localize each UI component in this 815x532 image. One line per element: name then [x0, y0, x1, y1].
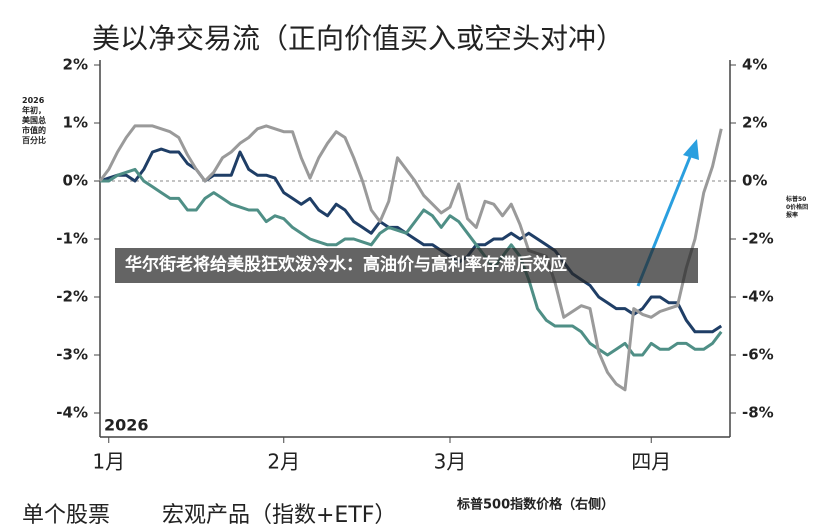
- y2-tick-label: -4%: [742, 288, 774, 306]
- legend-entry: 单个股票: [22, 503, 110, 528]
- x-tick-label: 四月: [631, 450, 671, 474]
- x-tick-label: 3月: [434, 450, 467, 474]
- x-tick-label: 2月: [267, 450, 300, 474]
- y2-axis-label: 标普500价格回报率: [786, 196, 809, 219]
- legend-entry: 标普500指数价格（右侧）: [456, 497, 614, 513]
- y-tick-label: 2%: [63, 56, 88, 74]
- legend-entry: 宏观产品（指数+ETF）: [162, 503, 396, 528]
- year-annotation: 2026: [104, 416, 149, 435]
- y2-tick-label: 4%: [742, 56, 767, 74]
- series-line: [100, 167, 723, 357]
- chart-title: 美以净交易流（正向价值买入或空头对冲）: [92, 22, 624, 55]
- y-tick-label: -1%: [56, 230, 88, 248]
- y-tick-label: -2%: [56, 288, 88, 306]
- y-tick-label: 0%: [63, 172, 88, 190]
- news-banner: 华尔街老将给美股狂欢泼冷水：高油价与高利率存滞后效应: [115, 248, 698, 283]
- series-line: [98, 124, 723, 392]
- y2-tick-label: 2%: [742, 114, 767, 132]
- y-axis-label: 2026年初，美国总市值的百分比: [22, 96, 46, 145]
- y2-tick-label: -2%: [742, 230, 774, 248]
- x-tick-label: 1月: [92, 450, 125, 474]
- y2-tick-label: -6%: [742, 346, 774, 364]
- y-tick-label: 1%: [63, 114, 88, 132]
- y-tick-label: -4%: [56, 404, 88, 422]
- y2-tick-label: 0%: [742, 172, 767, 190]
- y2-tick-label: -8%: [742, 404, 774, 422]
- y-tick-label: -3%: [56, 346, 88, 364]
